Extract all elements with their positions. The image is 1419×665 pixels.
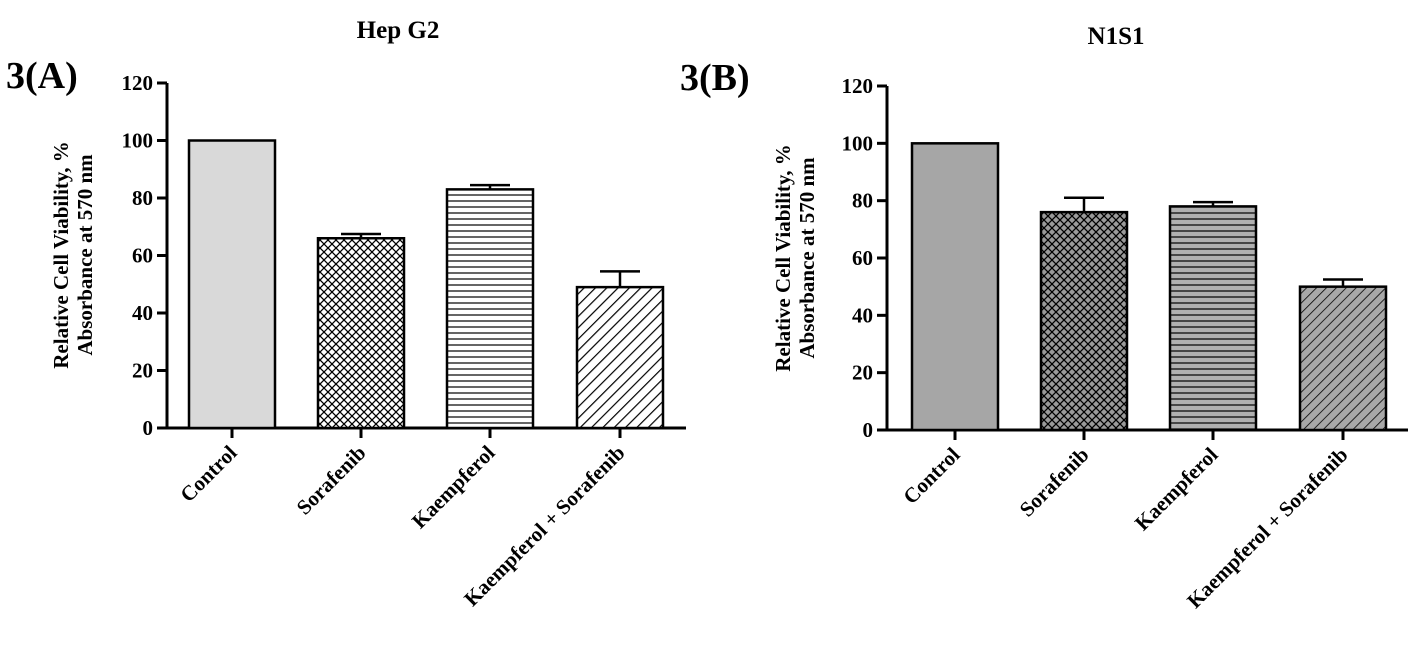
panel-a-y-tick-label: 120 (122, 71, 154, 95)
panel-a-category-label: Control (175, 440, 241, 506)
panel-a-category-label: Kaempferol (407, 440, 500, 533)
panel-a-bar-control (187, 139, 277, 430)
panel-b-bar-kaempferol (1168, 205, 1258, 432)
panel-b-bar-kaempferol-sorafenib (1298, 285, 1388, 432)
panel-a-ylabel-line1: Relative Cell Viability, % (49, 141, 73, 368)
panel-b-category-label: Sorafenib (1015, 443, 1094, 522)
panel-a-y-tick-label: 20 (132, 359, 153, 383)
panel-b-bar-control (910, 142, 1000, 432)
panel-a-y-tick-label: 80 (132, 186, 153, 210)
panel-b-y-tick-label: 20 (852, 361, 873, 385)
panel-a-y-tick-label: 100 (122, 129, 154, 153)
panel-a-ylabel-line2: Absorbance at 570 nm (73, 154, 97, 356)
panel-a-bar-kaempferol-sorafenib (575, 285, 665, 430)
panel-b-y-tick-label: 120 (842, 74, 874, 98)
panel-a-category-label: Sorafenib (292, 441, 371, 520)
panel-b-y-tick-label: 0 (863, 418, 874, 442)
panel-b-y-tick-label: 100 (842, 131, 874, 155)
panel-b-y-tick-label: 80 (852, 189, 873, 213)
panel-b-category-label: Kaempferol (1130, 442, 1223, 535)
panel-a-title: Hep G2 (357, 17, 440, 44)
panel-b-y-tick-label: 60 (852, 246, 873, 270)
panel-b-category-label: Control (898, 442, 964, 508)
panel-a-label: 3(A) (6, 55, 78, 97)
panel-b-title: N1S1 (1088, 23, 1145, 50)
panel-a-y-tick-label: 40 (132, 301, 153, 325)
panel-a-bar-sorafenib (316, 237, 406, 430)
panel-b-label: 3(B) (680, 57, 750, 99)
panel-a-y-tick-label: 60 (132, 244, 153, 268)
panel-b-bar-sorafenib (1039, 210, 1129, 432)
panel-a-plot: 0 20 40 60 80 100 120 Control Sorafenib Kaempfero… (122, 71, 686, 611)
panel-a-bar-kaempferol (445, 188, 535, 430)
panel-b-plot: 0 20 40 60 80 100 120 Control Sorafenib Kaempfero… (842, 74, 1408, 613)
panel-a-y-tick-label: 0 (143, 416, 154, 440)
panel-b-ylabel-line2: Absorbance at 570 nm (795, 157, 819, 359)
panel-b-ylabel-line1: Relative Cell Viability, % (771, 144, 795, 371)
panel-b-y-tick-label: 40 (852, 303, 873, 327)
